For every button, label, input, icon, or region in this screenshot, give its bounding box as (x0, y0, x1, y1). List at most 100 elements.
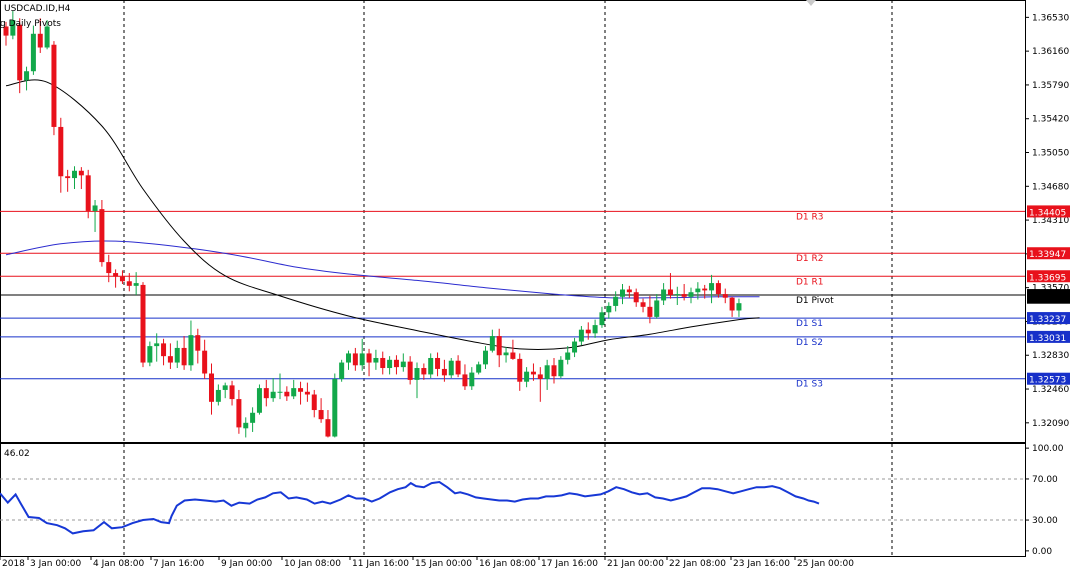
candle-body (250, 412, 256, 423)
price-tick-label: 1.35050 (1032, 149, 1069, 159)
candle-body (126, 281, 132, 286)
pivot-price-tag-label: 1.33237 (1029, 315, 1066, 325)
pivot-price-tag (1027, 205, 1070, 218)
candle-body (65, 176, 71, 179)
slow-moving-average-line (5, 240, 760, 299)
candle-body (414, 368, 420, 380)
pivot-level-label: D1 S2 (796, 338, 823, 348)
pivot-price-tag (1027, 270, 1070, 283)
time-tick-label: 3 Jan 00:00 (30, 559, 82, 569)
shift-marker-icon (806, 0, 816, 6)
candle-body (298, 388, 304, 392)
candle-body (722, 294, 728, 298)
candle-body (702, 288, 708, 291)
pivot-price-tag-label: 1.32573 (1029, 376, 1066, 386)
candle-body (681, 294, 687, 297)
candle-body (585, 329, 591, 334)
candle-body (613, 296, 619, 306)
candle-body (729, 297, 735, 311)
candle-body (400, 361, 406, 368)
time-tick-label: 22 Jan 08:00 (669, 559, 726, 569)
candle-body (222, 385, 228, 390)
price-tick-label: 1.34310 (1032, 216, 1069, 226)
oscillator-frame (0, 443, 1026, 557)
candle-body (318, 410, 324, 420)
candle-body (17, 24, 23, 81)
candle-body (715, 283, 721, 295)
candle-body (626, 289, 632, 293)
candle-body (339, 362, 345, 379)
time-tick-label: 25 Jan 00:00 (797, 559, 854, 569)
main-plot-frame (0, 0, 1026, 443)
candle-body (161, 343, 167, 357)
candle-body (147, 346, 153, 363)
candle-body (469, 372, 475, 387)
candle-body (277, 391, 283, 393)
candle-body (332, 378, 338, 437)
candle-body (483, 350, 488, 365)
candle-body (709, 283, 715, 291)
candle-body (736, 303, 742, 311)
candle-body (311, 394, 317, 411)
candle-body (119, 276, 125, 282)
time-tick-label: 21 Jan 00:00 (607, 559, 664, 569)
time-tick-label: 15 Jan 00:00 (415, 559, 472, 569)
candle-body (640, 302, 646, 307)
candle-body (441, 368, 447, 376)
candle-body (407, 361, 413, 380)
candle-body (428, 357, 434, 375)
pivot-price-tag (1027, 247, 1070, 260)
candle-body (174, 347, 180, 363)
candle-body (455, 360, 461, 375)
price-tick-label: 1.35420 (1032, 115, 1069, 125)
candle-body (551, 365, 557, 377)
candle-body (667, 289, 673, 295)
candle-body (496, 336, 502, 356)
price-tick-label: 1.33570 (1032, 284, 1069, 294)
candle-body (359, 353, 365, 366)
candle-body (524, 371, 530, 382)
candle-body (565, 352, 571, 360)
candle-body (654, 300, 660, 317)
candle-body (578, 329, 584, 342)
pivot-price-tag-label: 1.33947 (1029, 250, 1066, 260)
pivot-price-tag-label: 1.34405 (1029, 208, 1066, 218)
candle-body (476, 364, 482, 373)
oscillator-line (0, 480, 820, 535)
candle-body (633, 292, 639, 303)
candle-body (380, 357, 386, 369)
candle-body (620, 289, 625, 297)
candle-body (195, 335, 201, 351)
candle-body (606, 305, 612, 313)
candle-body (167, 356, 173, 363)
candle-body (99, 209, 105, 263)
candle-body (154, 343, 160, 347)
candle-body (435, 357, 441, 369)
pivot-price-tag (1027, 372, 1070, 385)
candle-body (263, 388, 269, 399)
time-tick-label: 7 Jan 16:00 (153, 559, 205, 569)
candle-body (393, 359, 399, 368)
pivot-level-label: D1 S3 (796, 380, 823, 390)
oscillator-tick-label: 0.00 (1032, 547, 1052, 557)
candle-body (10, 20, 16, 36)
candle-body (188, 335, 194, 366)
indicator-title: g Daily Pivots (0, 19, 61, 29)
candle-body (106, 262, 112, 274)
candle-body (44, 26, 50, 48)
candle-body (373, 357, 379, 363)
time-tick-label: 11 Jan 16:00 (352, 559, 409, 569)
candle-body (695, 288, 701, 293)
candle-body (78, 170, 84, 176)
candle-body (387, 359, 393, 369)
candle-body (325, 419, 331, 437)
candle-body (270, 391, 276, 399)
candle-body (462, 374, 468, 387)
candle-body (304, 391, 310, 395)
candle-body (92, 205, 98, 211)
candle-body (236, 399, 242, 428)
candle-body (510, 352, 516, 359)
candle-body (72, 170, 77, 179)
